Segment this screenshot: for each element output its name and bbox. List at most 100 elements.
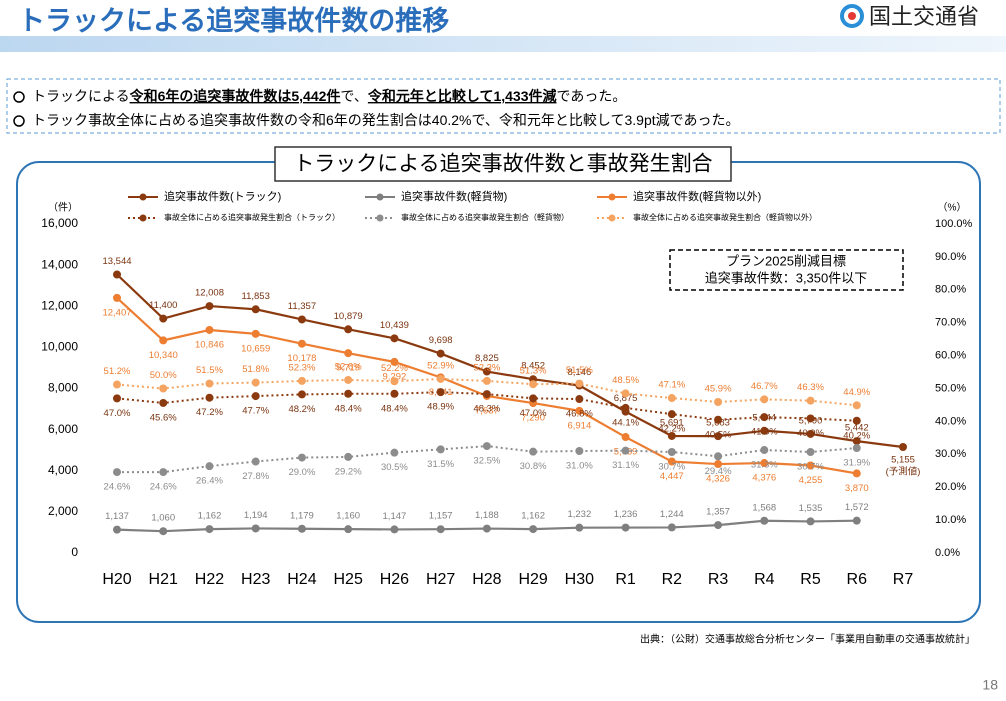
value-label: 52.9% — [427, 360, 454, 371]
series-point — [714, 460, 723, 469]
y2-tick-label: 0.0% — [935, 547, 960, 559]
value-label: 24.6% — [150, 482, 177, 493]
forecast-note: (予測値) — [886, 466, 921, 478]
value-label: 11,357 — [288, 301, 316, 312]
value-label: 8,825 — [475, 353, 499, 364]
y-tick-label: 2,000 — [48, 504, 78, 518]
series-point — [529, 447, 538, 456]
value-label: 31.1% — [612, 460, 639, 471]
value-label: 29.2% — [335, 466, 362, 477]
series-point — [852, 416, 861, 425]
value-label: 9,719 — [336, 363, 360, 374]
series-point — [806, 517, 815, 526]
value-label: 46.8% — [566, 409, 593, 420]
series-point — [760, 516, 769, 525]
series-point — [344, 452, 353, 461]
x-tick-label: R2 — [662, 571, 683, 588]
legend-label: 事故全体に占める追突事故発生割合（軽貨物以外） — [633, 212, 817, 222]
value-label: 1,535 — [799, 503, 823, 514]
legend-label: 事故全体に占める追突事故発生割合（トラック） — [164, 212, 340, 222]
value-label: 30.5% — [381, 462, 408, 473]
series-point — [297, 376, 306, 385]
series-point — [760, 426, 769, 435]
series-point — [806, 461, 815, 470]
series-point — [667, 410, 676, 419]
bullet-segment: トラック事故全体に占める追突事故件数の令和6年の発生割合は40.2%で、令和元年… — [32, 112, 740, 128]
series-point — [159, 336, 168, 345]
series-point — [344, 349, 353, 358]
series-point — [852, 437, 861, 446]
series-point — [852, 516, 861, 525]
y2-axis-label: （%） — [938, 202, 967, 214]
series-point — [297, 390, 306, 399]
bullet-marker — [13, 115, 25, 127]
target-title: プラン2025削減目標 — [726, 253, 846, 268]
value-label: 48.4% — [335, 403, 362, 414]
value-label: 1,060 — [151, 513, 175, 524]
plot: 0 2,000 4,000 6,000 8,000 10,000 12,000 14,000 1… — [41, 189, 972, 588]
x-tick-label: R1 — [615, 571, 636, 588]
value-label: 1,568 — [752, 502, 776, 513]
series-point — [806, 447, 815, 456]
value-label: 1,357 — [706, 507, 730, 518]
value-label: 44.9% — [843, 387, 870, 398]
series-point — [852, 401, 861, 410]
value-label: 31.3% — [751, 460, 778, 471]
x-tick-label: R7 — [893, 571, 914, 588]
series-point — [205, 379, 214, 388]
series-point — [852, 469, 861, 478]
legend-marker — [376, 214, 384, 222]
page-number: 18 — [982, 677, 998, 693]
series-point — [760, 395, 769, 404]
bullet-text: トラックによる令和6年の追突事故件数は5,442件で、令和元年と比較して1,43… — [32, 88, 626, 104]
value-label: 45.6% — [150, 412, 177, 423]
series-point — [806, 414, 815, 423]
y2-tick-label: 80.0% — [935, 284, 966, 296]
y-tick-label: 12,000 — [41, 298, 78, 312]
value-label: 47.0% — [104, 408, 131, 419]
x-tick-label: H25 — [333, 571, 362, 588]
series-point — [251, 305, 260, 314]
y2-tick-label: 60.0% — [935, 350, 966, 362]
series-point — [806, 396, 815, 405]
value-label: 11,853 — [242, 291, 270, 302]
legend-marker — [376, 193, 384, 201]
value-label: 8,146 — [567, 367, 591, 378]
x-tick-label: H28 — [472, 571, 501, 588]
series-point — [529, 525, 538, 534]
series-point — [390, 525, 399, 534]
value-label: 47.2% — [196, 407, 223, 418]
bullet-segment: であった。 — [557, 88, 627, 104]
series-point — [436, 374, 445, 383]
value-label: 10,659 — [241, 343, 270, 354]
legend-label: 追突事故件数(軽貨物) — [401, 189, 507, 203]
series-point — [297, 453, 306, 462]
bullet-marker — [13, 91, 25, 103]
series-point — [714, 397, 723, 406]
target-box — [669, 249, 904, 291]
value-label: 45.9% — [705, 384, 732, 395]
legend-label: 追突事故件数(トラック) — [164, 189, 281, 203]
value-label: 1,162 — [521, 511, 545, 522]
x-tick-label: H26 — [380, 571, 409, 588]
series-point — [714, 521, 723, 530]
series-point — [205, 525, 214, 534]
value-label: 1,147 — [383, 511, 407, 522]
y-tick-label: 14,000 — [41, 257, 78, 271]
bullet-segment: 令和6年の追突事故件数は5,442件 — [129, 88, 341, 104]
legend-marker — [139, 214, 147, 222]
series-point — [159, 398, 168, 407]
series-point — [344, 389, 353, 398]
value-label: 1,157 — [429, 511, 453, 522]
series-point — [344, 375, 353, 384]
y-tick-label: 10,000 — [41, 340, 78, 354]
series-point — [575, 523, 584, 532]
value-label: 41.3% — [751, 427, 778, 438]
series-point — [390, 448, 399, 457]
value-label: 52.3% — [288, 362, 315, 373]
series-point — [251, 378, 260, 387]
y2-tick-label: 70.0% — [935, 317, 966, 329]
value-label: 12,008 — [195, 288, 224, 299]
series-point — [390, 334, 399, 343]
y2-tick-label: 20.0% — [935, 481, 966, 493]
